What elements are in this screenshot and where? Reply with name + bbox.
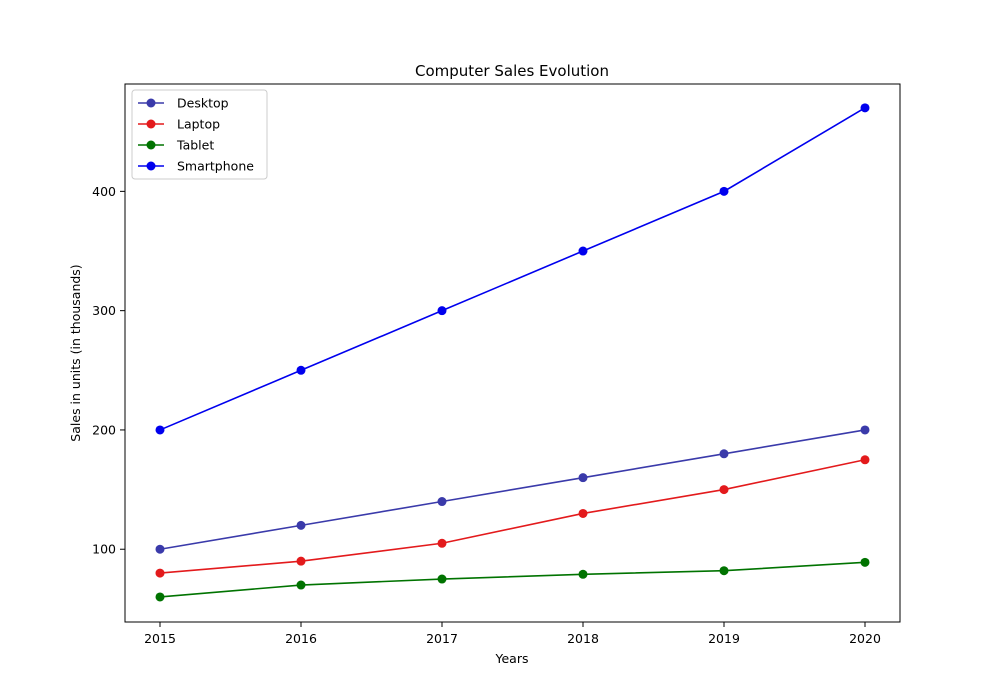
x-tick-label: 2020 (849, 631, 881, 646)
data-point-smartphone (578, 246, 588, 256)
series-line-laptop (159, 458, 866, 574)
series-line-smartphone (159, 107, 866, 431)
data-point-tablet (719, 566, 729, 576)
series-layer (155, 103, 870, 602)
x-axis: 2015 2016 2017 2018 2019 2020 (144, 622, 881, 646)
data-point-laptop (578, 508, 588, 518)
x-tick-label: 2019 (708, 631, 740, 646)
x-tick-label: 2017 (426, 631, 458, 646)
y-tick-label: 100 (92, 542, 116, 557)
data-point-desktop (437, 497, 447, 507)
y-tick-label: 200 (92, 422, 116, 437)
legend-box (131, 89, 268, 180)
legend-swatch-marker (146, 98, 156, 108)
legend-label: Smartphone (177, 159, 254, 174)
y-tick-label: 400 (92, 184, 116, 199)
y-tick-label: 300 (92, 303, 116, 318)
series-line-tablet (159, 561, 866, 598)
data-point-tablet (860, 557, 870, 567)
legend-swatch-marker (146, 161, 156, 171)
data-point-desktop (155, 544, 165, 554)
data-point-smartphone (155, 425, 165, 435)
chart-title: Computer Sales Evolution (415, 62, 609, 80)
data-point-desktop (296, 520, 306, 530)
data-point-laptop (437, 538, 447, 548)
x-tick-label: 2015 (144, 631, 176, 646)
legend-label: Tablet (176, 138, 214, 153)
data-point-laptop (719, 485, 729, 495)
x-tick-label: 2018 (567, 631, 599, 646)
data-point-desktop (719, 449, 729, 459)
data-point-tablet (296, 580, 306, 590)
data-point-laptop (296, 556, 306, 566)
legend-swatch-marker (146, 140, 156, 150)
series-laptop (155, 455, 870, 578)
legend-label: Desktop (177, 96, 229, 111)
data-point-smartphone (719, 186, 729, 196)
legend-swatch-marker (146, 119, 156, 129)
x-tick-label: 2016 (285, 631, 317, 646)
series-smartphone (155, 103, 870, 435)
data-point-laptop (155, 568, 165, 578)
data-point-desktop (860, 425, 870, 435)
series-desktop (155, 425, 870, 554)
legend-label: Laptop (177, 117, 220, 132)
data-point-tablet (437, 574, 447, 584)
x-axis-label: Years (495, 651, 529, 666)
data-point-tablet (578, 569, 588, 579)
data-point-desktop (578, 473, 588, 483)
data-point-laptop (860, 455, 870, 465)
data-point-smartphone (296, 365, 306, 375)
legend-item-smartphone: Smartphone (138, 159, 254, 174)
data-point-smartphone (860, 103, 870, 113)
series-tablet (155, 557, 870, 602)
series-line-desktop (159, 429, 866, 551)
data-point-smartphone (437, 306, 447, 316)
legend-item-tablet: Tablet (138, 138, 214, 153)
data-point-tablet (155, 592, 165, 602)
y-axis: 100 200 300 400 (92, 184, 125, 557)
legend-item-desktop: Desktop (138, 96, 229, 111)
legend-item-laptop: Laptop (138, 117, 220, 132)
legend: Desktop Laptop Tablet Smartphone (131, 89, 268, 180)
y-axis-label: Sales in units (in thousands) (68, 264, 83, 441)
